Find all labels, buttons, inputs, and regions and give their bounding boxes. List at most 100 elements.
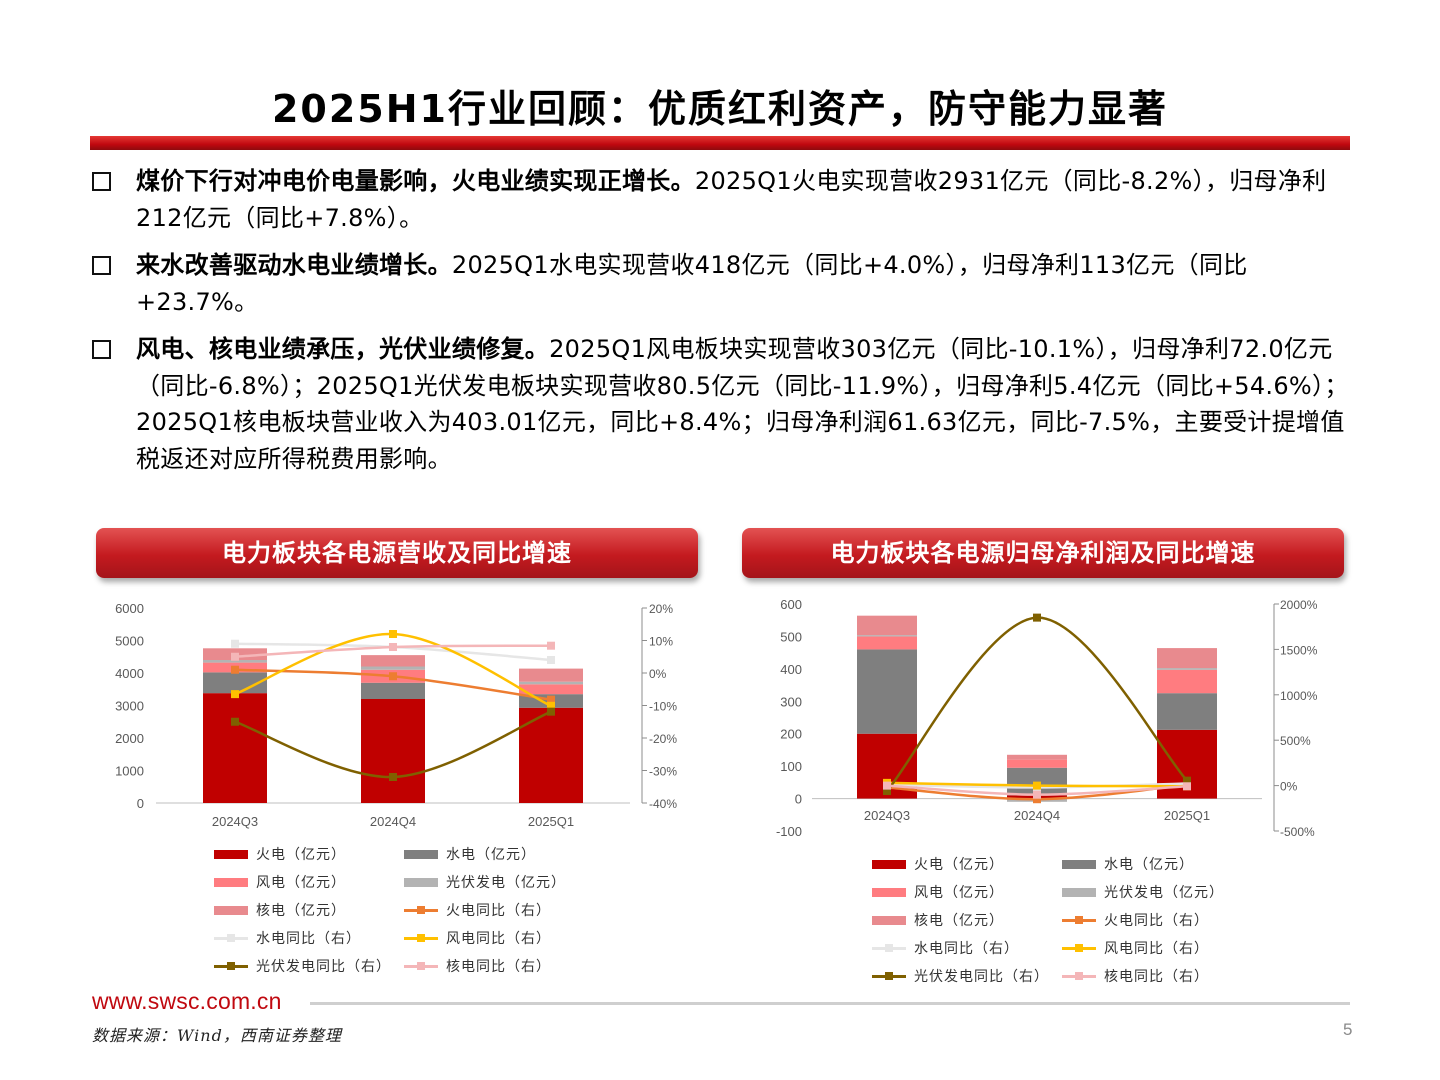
line-marker bbox=[1183, 776, 1191, 785]
title-underline-bar bbox=[90, 136, 1350, 150]
legend-line-swatch bbox=[1062, 915, 1096, 925]
x-tick-label: 2025Q1 bbox=[528, 814, 574, 829]
legend-label: 核电（亿元） bbox=[914, 913, 1004, 929]
legend-item: 水电（亿元） bbox=[1062, 853, 1252, 875]
bar-segment bbox=[361, 682, 425, 699]
legend-label: 火电（亿元） bbox=[256, 847, 346, 863]
bullet-wind-text: 2025Q1风电板块实现营收303亿元（同比-10.1%），归母净利72.0亿元… bbox=[136, 335, 1349, 473]
line-marker bbox=[547, 656, 555, 664]
bar-segment bbox=[203, 660, 267, 663]
data-source: 数据来源：Wind，西南证券整理 bbox=[92, 1026, 342, 1045]
bar-segment bbox=[519, 684, 583, 695]
legend-label: 水电（亿元） bbox=[1104, 857, 1194, 873]
bar-segment bbox=[857, 615, 917, 636]
bar-segment bbox=[1007, 759, 1067, 768]
legend-line-swatch bbox=[214, 961, 248, 971]
legend-label: 水电（亿元） bbox=[446, 847, 536, 863]
line-marker bbox=[231, 652, 239, 661]
legend-line-swatch bbox=[872, 943, 906, 953]
legend-label: 水电同比（右） bbox=[914, 941, 1019, 957]
y-tick-label: 6000 bbox=[115, 601, 144, 616]
y2-tick-label: 500% bbox=[1280, 734, 1311, 748]
legend-label: 核电（亿元） bbox=[256, 903, 346, 919]
legend-item: 风电（亿元） bbox=[872, 881, 1062, 903]
legend-item: 风电同比（右） bbox=[404, 927, 594, 949]
y-tick-label: 1000 bbox=[115, 764, 144, 779]
legend-label: 风电同比（右） bbox=[1104, 941, 1209, 957]
footer-url[interactable]: www.swsc.com.cn bbox=[92, 988, 282, 1014]
legend-item: 核电（亿元） bbox=[214, 899, 404, 921]
legend-item: 核电同比（右） bbox=[1062, 965, 1252, 987]
bar-segment bbox=[361, 699, 425, 803]
legend-bar-swatch bbox=[872, 887, 906, 897]
legend-label: 火电同比（右） bbox=[1104, 913, 1209, 929]
legend-item: 光伏发电同比（右） bbox=[872, 965, 1062, 987]
y-tick-label: 200 bbox=[780, 727, 802, 742]
line-marker bbox=[231, 665, 239, 674]
line-marker bbox=[231, 639, 239, 648]
line-marker bbox=[547, 707, 555, 716]
bullet-thermal: 煤价下行对冲电价电量影响，火电业绩实现正增长。2025Q1火电实现营收2931亿… bbox=[90, 163, 1365, 236]
legend-bar-swatch bbox=[404, 877, 438, 887]
bullet-thermal-text: 2025Q1火电实现营收2931亿元（同比-8.2%），归母净利212亿元（同比… bbox=[136, 167, 1327, 232]
line-marker bbox=[1033, 781, 1041, 790]
bar-segment bbox=[857, 649, 917, 734]
line-marker bbox=[1033, 795, 1041, 804]
y-tick-label: 0 bbox=[137, 796, 144, 811]
bar-segment bbox=[1007, 754, 1067, 760]
legend-line-swatch bbox=[404, 961, 438, 971]
y2-tick-label: 0% bbox=[1280, 780, 1298, 794]
legend-item: 火电（亿元） bbox=[872, 853, 1062, 875]
line-marker bbox=[547, 695, 555, 704]
chart-revenue-svg: 6000 5000 4000 3000 2000 1000 0 20% 10% 0% -10% -20… bbox=[115, 601, 677, 829]
y-tick-label: 600 bbox=[780, 597, 802, 612]
y2-tick-label: -20% bbox=[649, 732, 677, 746]
y-tick-label: 2000 bbox=[115, 731, 144, 746]
line-marker bbox=[883, 781, 891, 790]
line-marker bbox=[547, 641, 555, 650]
legend-item: 光伏发电（亿元） bbox=[404, 871, 594, 893]
line-marker bbox=[1183, 782, 1191, 791]
line-marker bbox=[231, 690, 239, 699]
bullet-wind-heading: 风电、核电业绩承压，光伏业绩修复。 bbox=[136, 335, 550, 363]
legend-bar-swatch bbox=[872, 859, 906, 869]
legend-item: 火电同比（右） bbox=[1062, 909, 1252, 931]
bullet-hydro: 来水改善驱动水电业绩增长。2025Q1水电实现营收418亿元（同比+4.0%），… bbox=[90, 247, 1365, 320]
checkbox-icon bbox=[92, 172, 111, 191]
legend-item: 风电（亿元） bbox=[214, 871, 404, 893]
legend-item: 水电同比（右） bbox=[872, 937, 1062, 959]
checkbox-icon bbox=[92, 256, 111, 275]
legend-label: 风电（亿元） bbox=[256, 875, 346, 891]
y2-tick-label: -40% bbox=[649, 797, 677, 811]
page-number: 5 bbox=[1343, 1020, 1353, 1039]
line-marker bbox=[389, 643, 397, 651]
y-tick-label: 5000 bbox=[115, 634, 144, 649]
bullet-hydro-text: 2025Q1水电实现营收418亿元（同比+4.0%），归母净利113亿元（同比+… bbox=[136, 251, 1248, 316]
legend-bar-swatch bbox=[872, 915, 906, 925]
legend-label: 核电同比（右） bbox=[1104, 969, 1209, 985]
line-marker bbox=[231, 717, 239, 726]
chart-revenue-title: 电力板块各电源营收及同比增速 bbox=[96, 528, 698, 578]
x-tick-label: 2024Q4 bbox=[370, 814, 416, 829]
legend-line-swatch bbox=[404, 905, 438, 915]
line-marker bbox=[389, 672, 397, 681]
y-tick-label: 100 bbox=[780, 759, 802, 774]
y2-tick-label: -10% bbox=[649, 700, 677, 714]
legend-bar-swatch bbox=[1062, 859, 1096, 869]
chart-profit-svg: 600 500 400 300 200 100 0 -100 2000% 1500% 1000% 50… bbox=[776, 597, 1318, 839]
y-tick-label: 500 bbox=[780, 629, 802, 644]
legend-label: 光伏发电（亿元） bbox=[1104, 885, 1224, 901]
bar-segment bbox=[361, 655, 425, 667]
legend-item: 光伏发电同比（右） bbox=[214, 955, 404, 977]
x-tick-label: 2024Q3 bbox=[864, 808, 910, 823]
chart-profit-title: 电力板块各电源归母净利润及同比增速 bbox=[742, 528, 1344, 578]
bar-segment bbox=[857, 636, 917, 650]
bullet-thermal-heading: 煤价下行对冲电价电量影响，火电业绩实现正增长。 bbox=[136, 167, 695, 195]
bar-segment bbox=[361, 666, 425, 670]
legend-label: 风电同比（右） bbox=[446, 931, 551, 947]
legend-label: 光伏发电（亿元） bbox=[446, 875, 566, 891]
bar-segment bbox=[519, 668, 583, 682]
y2-tick-label: 20% bbox=[649, 602, 673, 616]
line-marker bbox=[1033, 790, 1041, 799]
legend-label: 火电（亿元） bbox=[914, 857, 1004, 873]
